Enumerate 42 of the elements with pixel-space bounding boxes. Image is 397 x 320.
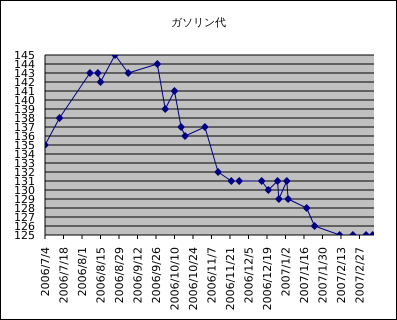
x-tick-label: 2006/12/19 bbox=[260, 247, 274, 310]
point bbox=[96, 78, 104, 86]
point bbox=[235, 177, 244, 185]
point bbox=[56, 114, 64, 122]
point bbox=[258, 177, 266, 185]
point bbox=[86, 69, 94, 77]
point bbox=[181, 132, 190, 140]
x-tick-label: 2006/8/29 bbox=[112, 247, 126, 304]
x-tick-label: 2007/2/13 bbox=[334, 247, 348, 304]
x-tick-label: 2007/1/2 bbox=[279, 247, 292, 296]
point bbox=[284, 195, 292, 203]
x-tick-label: 2006/11/21 bbox=[224, 247, 237, 310]
x-tick-label: 2006/7/18 bbox=[58, 247, 70, 304]
x-tick-label: 2006/9/12 bbox=[131, 247, 144, 304]
y-tick-label: 125 bbox=[14, 229, 35, 242]
point bbox=[274, 177, 282, 185]
chart-title: ガソリン代 bbox=[170, 15, 227, 30]
x-tick-label: 2007/2/27 bbox=[353, 247, 366, 304]
point bbox=[94, 69, 102, 77]
point bbox=[170, 87, 178, 95]
point bbox=[124, 69, 132, 77]
point bbox=[274, 195, 283, 203]
point bbox=[227, 177, 236, 185]
x-tick-label: 2006/11/7 bbox=[205, 247, 218, 304]
x-tick-label: 2006/7/4 bbox=[39, 247, 52, 296]
point bbox=[177, 123, 186, 131]
x-tick-label: 2006/9/26 bbox=[150, 247, 163, 304]
x-tick-label: 2006/12/5 bbox=[242, 247, 256, 304]
point bbox=[264, 186, 272, 194]
x-tick-label: 2007/1/30 bbox=[316, 247, 330, 304]
point bbox=[214, 168, 222, 176]
x-tick-label: 2007/1/16 bbox=[298, 247, 311, 304]
point bbox=[153, 60, 162, 68]
point bbox=[302, 204, 311, 212]
x-tick-label: 2006/10/24 bbox=[186, 247, 200, 310]
x-tick-label: 2006/8/15 bbox=[94, 247, 108, 304]
x-tick-label: 2006/10/10 bbox=[168, 247, 182, 310]
point bbox=[310, 222, 319, 230]
point bbox=[161, 105, 170, 113]
x-tick-label: 2006/8/1 bbox=[76, 247, 89, 296]
point bbox=[200, 123, 209, 131]
point bbox=[282, 177, 291, 185]
